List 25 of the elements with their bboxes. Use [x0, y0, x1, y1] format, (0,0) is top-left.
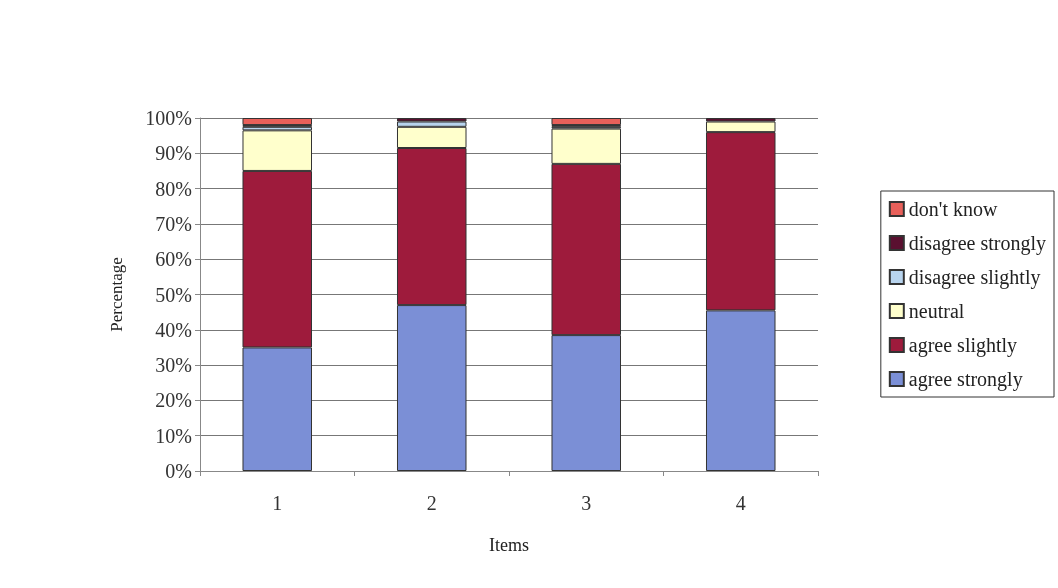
x-tick-label: 1	[272, 492, 283, 514]
legend-label: don't know	[908, 198, 998, 220]
y-tick-label: 30%	[155, 354, 192, 377]
bar	[551, 118, 622, 126]
legend-label: agree slightly	[908, 334, 1018, 357]
legend-label: disagree slightly	[908, 266, 1041, 289]
y-tick-label: 100%	[145, 107, 192, 129]
y-tick-label: 10%	[155, 424, 192, 447]
legend-label: disagree strongly	[908, 232, 1046, 255]
y-tick-label: 90%	[155, 142, 192, 165]
x-tick-label: 2	[426, 492, 437, 514]
y-tick-label: 60%	[155, 248, 192, 271]
x-tick-label: 3	[581, 492, 592, 514]
y-tick-label: 70%	[155, 212, 192, 235]
legend-label: neutral	[908, 300, 965, 322]
y-tick-label: 0%	[165, 460, 192, 482]
bar	[242, 118, 313, 126]
y-tick-label: 80%	[155, 177, 192, 200]
legend-label: agree strongly	[908, 368, 1023, 391]
x-tick-label: 4	[735, 492, 746, 514]
x-axis-title: Items	[489, 535, 529, 555]
y-axis-title: Percentage	[107, 257, 126, 332]
y-tick-label: 50%	[155, 283, 192, 306]
y-tick-label: 40%	[155, 318, 192, 341]
y-tick-label: 20%	[155, 389, 192, 412]
